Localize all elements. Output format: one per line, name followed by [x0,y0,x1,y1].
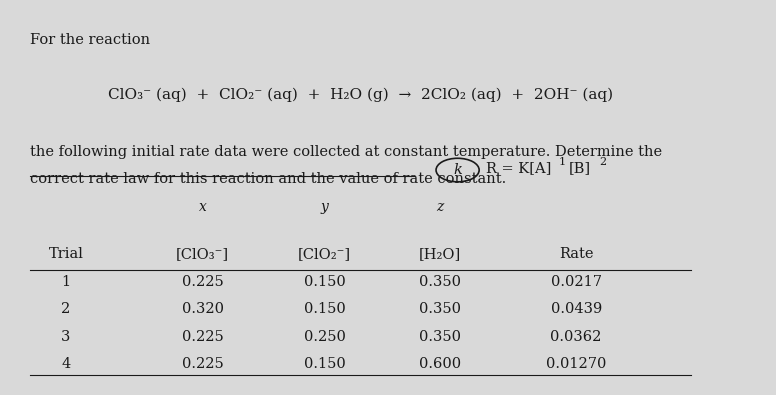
Text: For the reaction: For the reaction [30,33,151,47]
Text: 0.320: 0.320 [182,302,223,316]
Text: [H₂O]: [H₂O] [418,247,461,261]
Text: [ClO₂⁻]: [ClO₂⁻] [298,247,352,261]
Text: [B]: [B] [569,161,591,175]
Text: 0.350: 0.350 [418,330,461,344]
Text: 0.600: 0.600 [418,357,461,371]
Text: 1: 1 [558,157,565,167]
Text: 0.0439: 0.0439 [550,302,601,316]
Text: 0.225: 0.225 [182,330,223,344]
Text: 2: 2 [599,157,606,167]
Text: Rate: Rate [559,247,594,261]
Text: the following initial rate data were collected at constant temperature. Determin: the following initial rate data were col… [30,145,662,158]
Text: 0.0217: 0.0217 [551,275,601,289]
Text: 0.350: 0.350 [418,275,461,289]
Text: 0.01270: 0.01270 [546,357,606,371]
Text: Trial: Trial [49,247,84,261]
Text: 0.350: 0.350 [418,302,461,316]
Text: 4: 4 [61,357,71,371]
Text: 3: 3 [61,330,71,344]
Text: 0.225: 0.225 [182,275,223,289]
Text: 0.250: 0.250 [303,330,345,344]
Text: 0.150: 0.150 [304,275,345,289]
Text: R = K[A]: R = K[A] [487,161,552,175]
Text: k: k [453,163,462,177]
Text: 2: 2 [61,302,71,316]
Text: ClO₃⁻ (aq)  +  ClO₂⁻ (aq)  +  H₂O (g)  →  2ClO₂ (aq)  +  2OH⁻ (aq): ClO₃⁻ (aq) + ClO₂⁻ (aq) + H₂O (g) → 2ClO… [108,88,613,102]
Text: correct rate law for this reaction and the value of rate constant.: correct rate law for this reaction and t… [30,172,507,186]
Text: 0.150: 0.150 [304,357,345,371]
Text: 1: 1 [61,275,71,289]
Text: 0.0362: 0.0362 [550,330,602,344]
Text: x: x [199,200,206,214]
Text: 0.225: 0.225 [182,357,223,371]
Text: 0.150: 0.150 [304,302,345,316]
Text: [ClO₃⁻]: [ClO₃⁻] [176,247,229,261]
Text: y: y [320,200,328,214]
Text: z: z [436,200,443,214]
